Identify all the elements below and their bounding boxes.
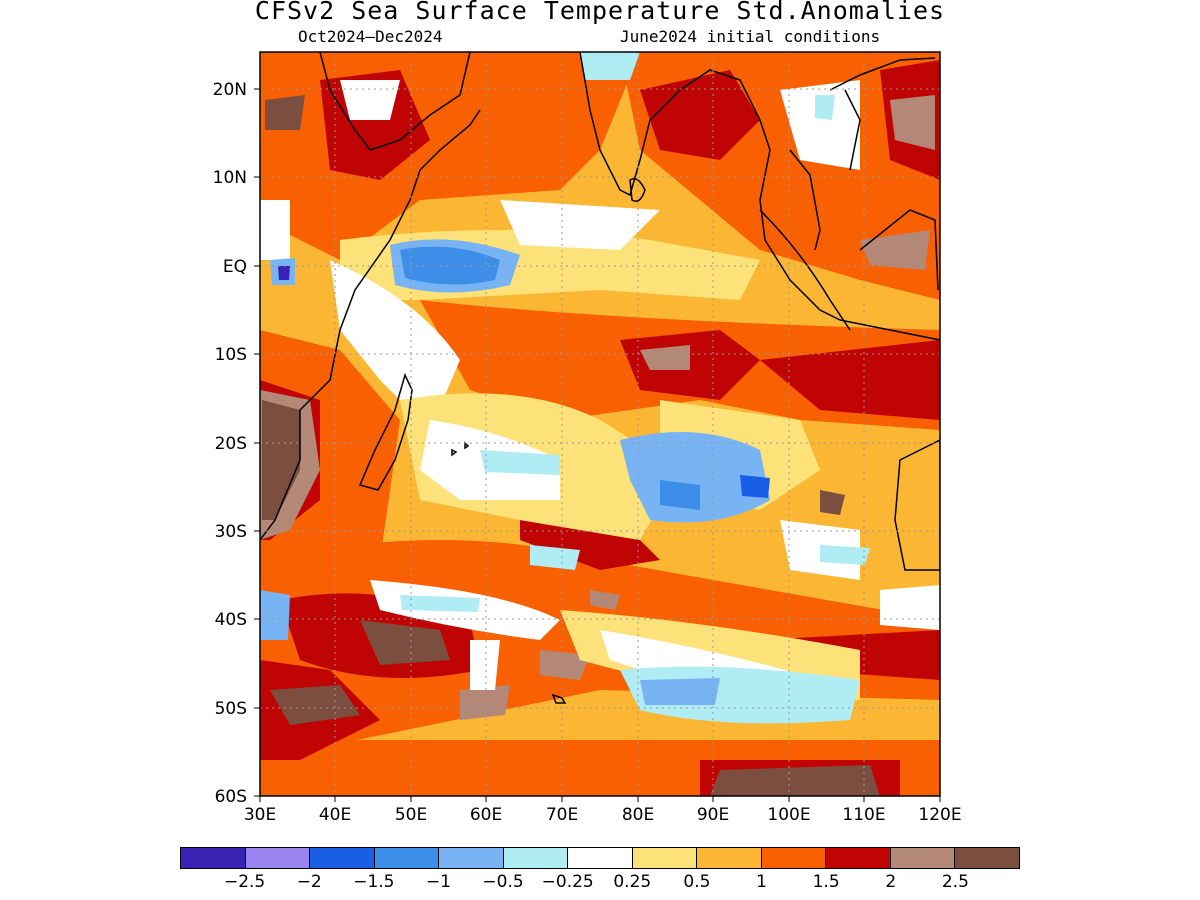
lon-tick-label: 90E [697, 805, 729, 825]
lat-tick-label: 20S [215, 434, 247, 454]
anomaly-field [260, 52, 940, 796]
lat-tick-label: 10N [213, 168, 247, 188]
legend-swatch [310, 848, 375, 868]
lon-tick-label: 30E [244, 805, 276, 825]
lat-tick-label: EQ [223, 257, 247, 277]
legend-label: 2 [885, 872, 897, 892]
legend-label: −1.5 [353, 872, 395, 892]
lat-tick-label: 50S [215, 699, 247, 719]
legend-label: 0.5 [683, 872, 711, 892]
lat-tick-label: 30S [215, 522, 247, 542]
legend-label: 1.5 [812, 872, 840, 892]
legend-label: 0.25 [613, 872, 652, 892]
legend-swatch [439, 848, 504, 868]
lon-tick-label: 100E [767, 805, 810, 825]
legend-label: −2 [296, 872, 322, 892]
subtitle-initial-conditions: June2024 initial conditions [620, 27, 881, 46]
lat-tick-label: 10S [215, 345, 247, 365]
lon-axis-labels: 30E 40E 50E 60E 70E 80E 90E 100E 110E 12… [244, 805, 962, 825]
axis-ticks [254, 88, 941, 802]
lat-axis-labels: 20N 10N EQ 10S 20S 30S 40S 50S 60S [213, 80, 247, 807]
legend-swatch [245, 848, 311, 868]
lat-tick-label: 40S [215, 610, 247, 630]
legend-label: −1 [425, 872, 451, 892]
color-legend [180, 847, 1020, 869]
legend-swatch [568, 848, 633, 868]
graticule [260, 52, 940, 796]
legend-swatch [890, 848, 956, 868]
legend-swatch [955, 848, 1019, 868]
legend-label: −0.25 [541, 872, 594, 892]
lon-tick-label: 70E [546, 805, 578, 825]
lat-tick-label: 20N [213, 80, 247, 100]
subtitle-period: Oct2024–Dec2024 [298, 27, 443, 46]
plot-frame [259, 51, 941, 797]
lon-tick-label: 60E [470, 805, 502, 825]
legend-swatch [181, 848, 246, 868]
coastlines [260, 52, 940, 704]
legend-label: −2.5 [223, 872, 266, 892]
legend-label: 2.5 [941, 872, 969, 892]
legend-swatch [632, 848, 698, 868]
legend-label: −0.5 [482, 872, 524, 892]
legend-swatch [826, 848, 891, 868]
page-title: CFSv2 Sea Surface Temperature Std.Anomal… [254, 0, 946, 25]
legend-label: 1 [756, 872, 767, 892]
lon-tick-label: 40E [319, 805, 351, 825]
lon-tick-label: 50E [395, 805, 427, 825]
legend-swatch [697, 848, 762, 868]
legend-swatch [761, 848, 827, 868]
lon-tick-label: 110E [842, 805, 885, 825]
color-legend-labels: −2.5 −2 −1.5 −1 −0.5 −0.25 0.25 0.5 1 1.5 2 2.5 [0, 872, 1200, 896]
lat-tick-label: 60S [215, 787, 247, 807]
anomaly-map: 30E 40E 50E 60E 70E 80E 90E 100E 110E 12… [213, 51, 962, 825]
lon-tick-label: 120E [918, 805, 961, 825]
legend-swatch [503, 848, 569, 868]
legend-swatch [374, 848, 440, 868]
lon-tick-label: 80E [622, 805, 654, 825]
